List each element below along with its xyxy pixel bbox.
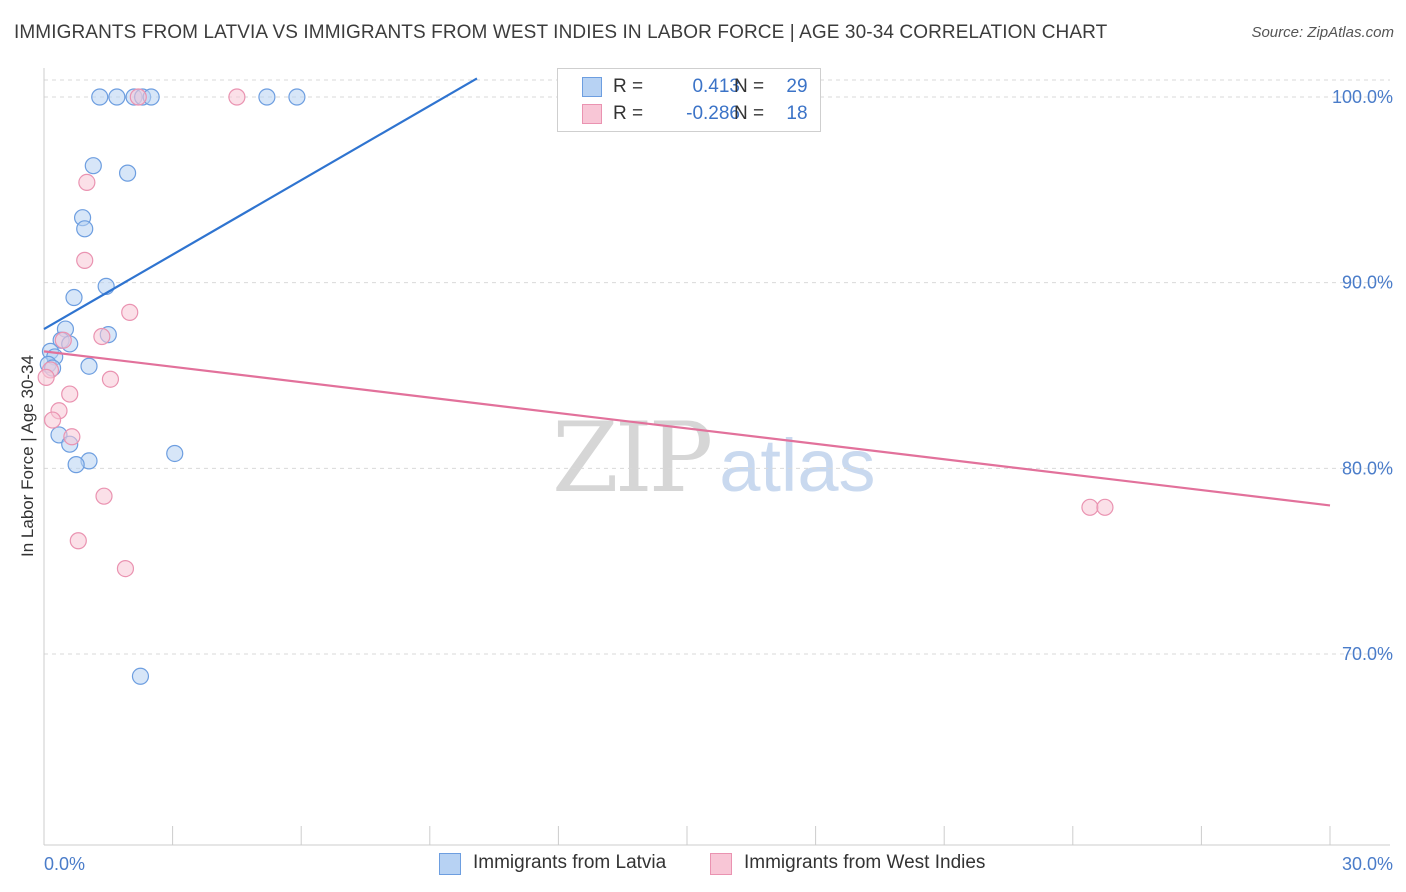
point-latvia (288, 88, 306, 106)
source-label: Source: ZipAtlas.com (1251, 24, 1394, 41)
point-latvia (80, 357, 98, 375)
x-tick-label: 0.0% (44, 854, 85, 874)
point-westindies (43, 411, 62, 429)
bottom-legend-label-westindies: Immigrants from West Indies (744, 852, 986, 873)
point-westindies (95, 487, 113, 505)
point-latvia (91, 88, 109, 106)
point-westindies (228, 88, 246, 106)
point-westindies (61, 385, 79, 403)
y-tick-label: 100.0% (1332, 87, 1393, 107)
label-layer: 70.0% 80.0% 90.0% 100.0% 0.0% 30.0% (44, 87, 1393, 874)
point-westindies (121, 303, 139, 321)
point-westindies (69, 532, 87, 550)
grid-layer (44, 79, 1390, 655)
y-tick-label: 80.0% (1342, 458, 1393, 478)
point-westindies (1081, 498, 1099, 516)
trend-layer (43, 77, 1331, 507)
point-westindies (78, 173, 96, 192)
bottom-legend-swatch-westindies (710, 853, 732, 875)
point-westindies (37, 368, 55, 386)
point-latvia (131, 667, 150, 685)
legend-r-label: R = (613, 103, 644, 124)
x-tick-label: 30.0% (1342, 854, 1393, 874)
point-latvia (84, 157, 102, 175)
legend-swatch-latvia (582, 77, 602, 97)
correlation-legend: R = 0.413 N = 29 R = -0.286 N = 18 (557, 68, 821, 132)
point-westindies (101, 370, 120, 388)
axis-layer (43, 68, 1390, 846)
legend-r-label: R = (613, 76, 644, 97)
bottom-legend-label-latvia: Immigrants from Latvia (473, 852, 667, 873)
legend-n-value: 29 (786, 76, 808, 97)
bottom-legend-swatch-latvia (439, 853, 461, 875)
legend-n-value: 18 (786, 103, 808, 124)
legend-swatch-westindies (582, 104, 602, 124)
y-tick-label: 70.0% (1342, 644, 1393, 664)
legend-r-value: -0.286 (686, 103, 740, 124)
point-westindies (1096, 498, 1114, 516)
legend-r-value: 0.413 (692, 76, 740, 97)
point-westindies (93, 327, 111, 346)
point-westindies (116, 559, 135, 578)
points-layer (37, 88, 1114, 685)
legend-n-label: N = (734, 76, 765, 97)
point-westindies (76, 251, 94, 269)
y-tick-label: 90.0% (1342, 273, 1393, 293)
point-latvia (118, 164, 137, 182)
trendline-latvia (43, 77, 478, 331)
point-latvia (76, 220, 94, 238)
point-westindies (54, 331, 72, 349)
point-latvia (166, 444, 184, 463)
legend-n-label: N = (734, 103, 765, 124)
point-westindies (129, 88, 147, 106)
point-latvia (67, 456, 85, 474)
point-westindies (63, 428, 81, 446)
point-latvia (108, 88, 126, 106)
trendline-westindies (43, 350, 1331, 507)
chart-title: IMMIGRANTS FROM LATVIA VS IMMIGRANTS FRO… (14, 22, 1108, 43)
point-latvia (65, 288, 83, 307)
point-latvia (258, 88, 276, 106)
